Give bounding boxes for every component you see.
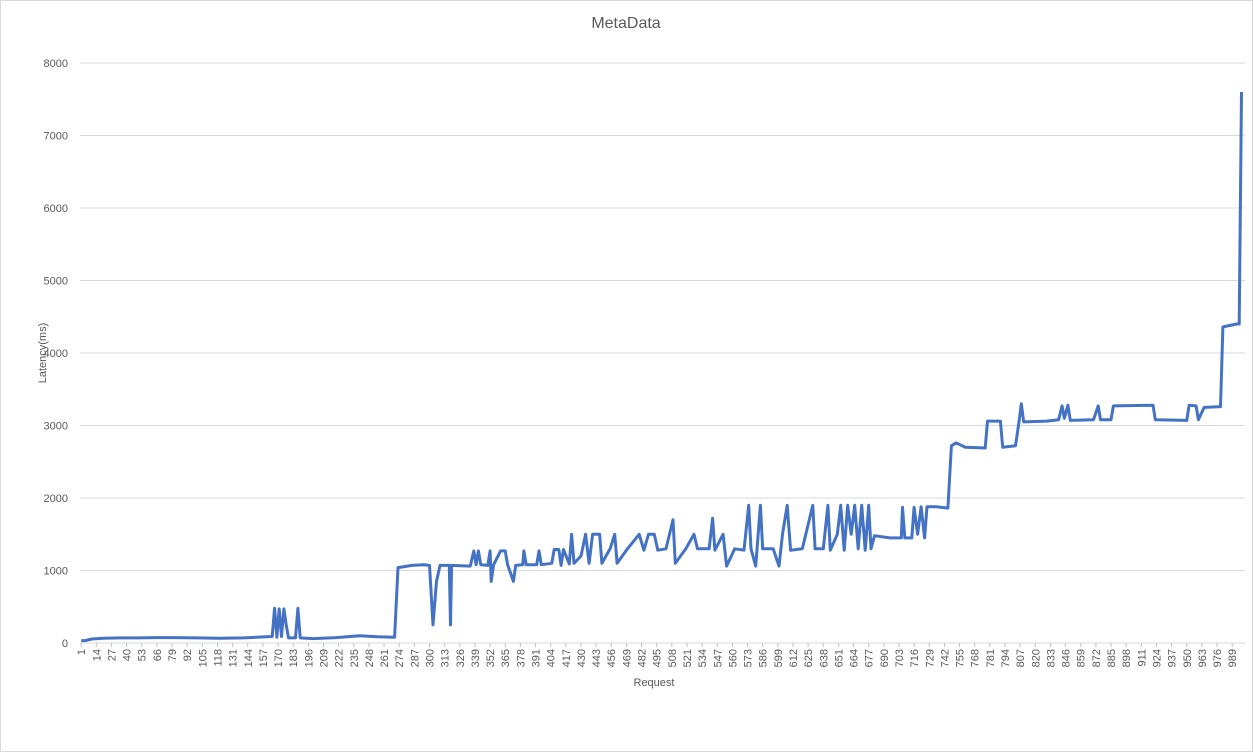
x-tick-label: 27 bbox=[106, 649, 118, 661]
y-tick-label: 6000 bbox=[44, 203, 68, 215]
x-tick-label: 807 bbox=[1015, 649, 1027, 667]
x-tick-label: 768 bbox=[970, 649, 982, 667]
x-tick-label: 235 bbox=[349, 649, 361, 667]
x-tick-label: 482 bbox=[637, 649, 649, 667]
x-tick-label: 365 bbox=[500, 649, 512, 667]
x-tick-label: 820 bbox=[1030, 649, 1042, 667]
x-tick-label: 170 bbox=[273, 649, 285, 667]
x-tick-label: 599 bbox=[773, 649, 785, 667]
x-tick-label: 196 bbox=[303, 649, 315, 667]
x-tick-label: 976 bbox=[1212, 649, 1224, 667]
y-tick-label: 7000 bbox=[44, 131, 68, 143]
x-tick-label: 313 bbox=[440, 649, 452, 667]
x-tick-label: 157 bbox=[258, 649, 270, 667]
x-tick-label: 144 bbox=[243, 649, 255, 667]
x-tick-label: 495 bbox=[652, 649, 664, 667]
x-tick-label: 326 bbox=[455, 649, 467, 667]
y-tick-label: 8000 bbox=[44, 58, 68, 70]
x-tick-label: 742 bbox=[939, 649, 951, 667]
x-tick-label: 911 bbox=[1136, 649, 1148, 667]
x-tick-label: 872 bbox=[1091, 649, 1103, 667]
y-tick-label: 2000 bbox=[44, 493, 68, 505]
x-tick-label: 131 bbox=[228, 649, 240, 667]
x-tick-label: 781 bbox=[985, 649, 997, 667]
y-tick-label: 5000 bbox=[44, 276, 68, 288]
x-tick-label: 937 bbox=[1167, 649, 1179, 667]
x-tick-label: 638 bbox=[818, 649, 830, 667]
x-tick-label: 339 bbox=[470, 649, 482, 667]
x-tick-label: 729 bbox=[924, 649, 936, 667]
y-tick-label: 0 bbox=[62, 638, 68, 650]
x-tick-label: 963 bbox=[1197, 649, 1209, 667]
x-tick-label: 183 bbox=[288, 649, 300, 667]
x-tick-label: 1 bbox=[76, 649, 88, 655]
x-tick-label: 352 bbox=[485, 649, 497, 667]
x-tick-label: 378 bbox=[515, 649, 527, 667]
x-tick-label: 885 bbox=[1106, 649, 1118, 667]
x-tick-label: 586 bbox=[758, 649, 770, 667]
x-tick-label: 625 bbox=[803, 649, 815, 667]
x-tick-label: 404 bbox=[546, 649, 558, 667]
y-tick-label: 1000 bbox=[44, 566, 68, 578]
x-tick-label: 430 bbox=[576, 649, 588, 667]
x-tick-label: 612 bbox=[788, 649, 800, 667]
x-tick-label: 573 bbox=[743, 649, 755, 667]
x-tick-label: 300 bbox=[425, 649, 437, 667]
x-tick-label: 261 bbox=[379, 649, 391, 667]
x-tick-label: 716 bbox=[909, 649, 921, 667]
x-tick-label: 118 bbox=[212, 649, 224, 667]
x-tick-label: 508 bbox=[667, 649, 679, 667]
x-tick-label: 898 bbox=[1121, 649, 1133, 667]
x-tick-label: 547 bbox=[712, 649, 724, 667]
x-tick-label: 222 bbox=[334, 649, 346, 667]
x-tick-label: 859 bbox=[1076, 649, 1088, 667]
x-tick-label: 287 bbox=[409, 649, 421, 667]
y-tick-label: 4000 bbox=[44, 348, 68, 360]
x-tick-label: 14 bbox=[91, 649, 103, 661]
x-tick-label: 469 bbox=[621, 649, 633, 667]
x-tick-label: 534 bbox=[697, 649, 709, 667]
x-tick-label: 209 bbox=[318, 649, 330, 667]
x-tick-label: 651 bbox=[833, 649, 845, 667]
x-tick-label: 274 bbox=[394, 649, 406, 667]
x-tick-label: 664 bbox=[849, 649, 861, 667]
x-tick-label: 846 bbox=[1061, 649, 1073, 667]
x-tick-label: 443 bbox=[591, 649, 603, 667]
x-tick-label: 924 bbox=[1151, 649, 1163, 667]
x-tick-label: 560 bbox=[727, 649, 739, 667]
x-tick-label: 53 bbox=[137, 649, 149, 661]
x-tick-label: 677 bbox=[864, 649, 876, 667]
x-tick-label: 989 bbox=[1227, 649, 1239, 667]
x-tick-label: 521 bbox=[682, 649, 694, 667]
x-tick-label: 456 bbox=[606, 649, 618, 667]
x-tick-label: 79 bbox=[167, 649, 179, 661]
data-line bbox=[81, 91, 1243, 643]
x-tick-label: 417 bbox=[561, 649, 573, 667]
x-tick-label: 66 bbox=[152, 649, 164, 661]
x-tick-label: 755 bbox=[955, 649, 967, 667]
x-tick-label: 92 bbox=[182, 649, 194, 661]
x-tick-label: 40 bbox=[122, 649, 134, 661]
x-axis-label: Request bbox=[634, 677, 675, 689]
chart-title: MetaData bbox=[591, 15, 660, 32]
x-tick-label: 703 bbox=[894, 649, 906, 667]
x-tick-label: 248 bbox=[364, 649, 376, 667]
x-tick-label: 833 bbox=[1045, 649, 1057, 667]
x-tick-label: 794 bbox=[1000, 649, 1012, 667]
x-tick-label: 105 bbox=[197, 649, 209, 667]
y-tick-label: 3000 bbox=[44, 421, 68, 433]
x-tick-label: 690 bbox=[879, 649, 891, 667]
x-tick-label: 391 bbox=[531, 649, 543, 667]
y-axis-label: Latency(ms) bbox=[37, 323, 49, 384]
x-tick-label: 950 bbox=[1182, 649, 1194, 667]
